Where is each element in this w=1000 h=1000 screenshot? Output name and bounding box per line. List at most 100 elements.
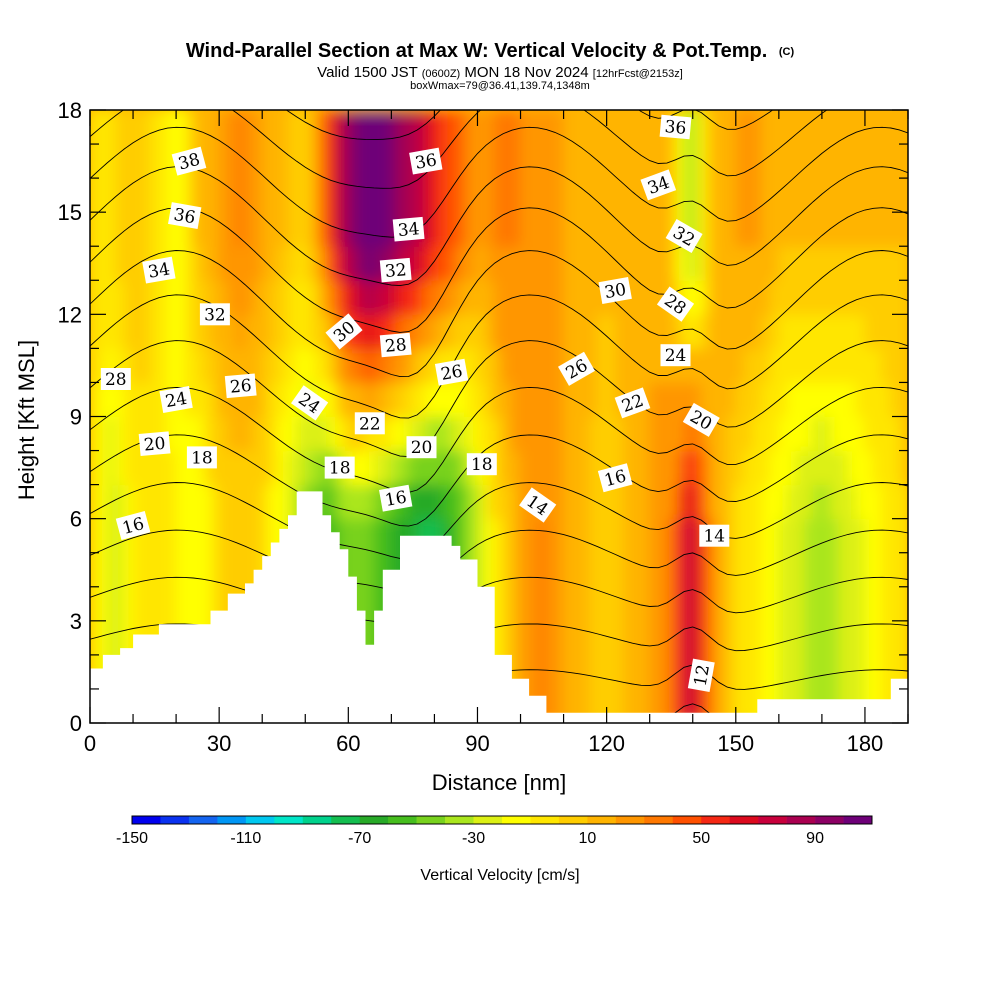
velocity-cell <box>115 279 125 315</box>
velocity-cell <box>614 654 625 690</box>
velocity-cell <box>864 586 875 622</box>
velocity-cell <box>158 110 168 145</box>
contour-label-text: 18 <box>191 448 213 468</box>
velocity-cell <box>881 313 892 349</box>
velocity-cell <box>90 484 100 520</box>
velocity-cell <box>821 245 832 281</box>
velocity-cell <box>761 416 771 452</box>
y-tick-label: 18 <box>58 98 82 123</box>
velocity-cell <box>864 313 875 349</box>
velocity-cell <box>864 245 875 281</box>
velocity-cell <box>649 279 659 315</box>
velocity-cell <box>657 552 668 588</box>
velocity-cell <box>855 211 866 247</box>
velocity-cell <box>838 552 849 588</box>
velocity-cell <box>847 143 857 179</box>
velocity-cell <box>631 518 642 554</box>
velocity-cell <box>752 484 763 520</box>
velocity-cell <box>166 143 177 179</box>
velocity-cell <box>545 313 556 349</box>
theta-contour <box>90 576 908 626</box>
velocity-cell <box>623 110 633 145</box>
velocity-cell <box>873 552 883 588</box>
velocity-cell <box>494 484 504 520</box>
velocity-cell <box>614 177 625 213</box>
velocity-cell <box>520 518 530 554</box>
velocity-cell <box>365 211 375 247</box>
velocity-cell <box>554 211 565 247</box>
velocity-cell <box>347 381 358 417</box>
chart-title: Wind-Parallel Section at Max W: Vertical… <box>186 40 795 62</box>
velocity-cell <box>769 313 780 349</box>
velocity-cell <box>709 143 720 179</box>
velocity-cell <box>321 347 332 383</box>
velocity-cell <box>864 381 875 417</box>
velocity-cell <box>588 450 599 486</box>
velocity-cell <box>700 381 711 417</box>
velocity-cell <box>735 484 745 520</box>
velocity-cell <box>339 211 349 247</box>
velocity-cell <box>166 313 177 349</box>
velocity-cell <box>709 688 720 723</box>
velocity-cell <box>718 620 728 656</box>
velocity-cell <box>545 245 556 281</box>
velocity-cell <box>278 416 289 452</box>
velocity-cell <box>90 245 100 281</box>
velocity-cell <box>657 620 668 656</box>
contour-label-box <box>324 456 355 479</box>
velocity-cell <box>218 211 229 247</box>
velocity-cell <box>304 279 315 315</box>
velocity-cell <box>528 245 539 281</box>
velocity-cell <box>235 416 246 452</box>
velocity-cell <box>709 211 720 247</box>
velocity-cell <box>769 552 780 588</box>
velocity-cell <box>408 416 418 452</box>
velocity-cell <box>115 620 125 656</box>
colorbar-swatch <box>672 816 702 824</box>
velocity-cell <box>537 245 547 281</box>
velocity-cell <box>812 518 823 554</box>
velocity-cell <box>520 279 530 315</box>
velocity-cell <box>106 518 117 554</box>
velocity-cell <box>718 688 728 723</box>
velocity-cell <box>442 416 453 452</box>
velocity-cell <box>132 313 143 349</box>
velocity-cell <box>623 654 633 690</box>
velocity-cell <box>709 484 720 520</box>
contour-label-box <box>597 463 633 493</box>
velocity-cell <box>537 110 547 145</box>
velocity-cell <box>631 211 642 247</box>
velocity-cell <box>451 245 461 281</box>
velocity-cell <box>545 416 556 452</box>
velocity-cell <box>890 586 900 622</box>
velocity-cell <box>761 586 771 622</box>
velocity-cell <box>365 279 375 315</box>
velocity-cell <box>537 586 547 622</box>
velocity-cell <box>287 245 298 281</box>
velocity-cell <box>778 313 788 349</box>
velocity-cell <box>365 518 375 554</box>
velocity-cell <box>261 313 272 349</box>
velocity-cell <box>321 211 332 247</box>
velocity-cell <box>649 416 659 452</box>
velocity-cell <box>425 518 435 554</box>
velocity-cell <box>726 245 737 281</box>
velocity-cell <box>537 381 547 417</box>
velocity-cell <box>675 518 685 554</box>
velocity-cell <box>330 484 341 520</box>
velocity-cell <box>166 450 177 486</box>
velocity-cell <box>356 110 367 145</box>
velocity-cell <box>201 313 212 349</box>
velocity-cell <box>511 211 522 247</box>
theta-contour <box>90 340 908 458</box>
velocity-cell <box>743 143 754 179</box>
velocity-cell <box>347 552 358 588</box>
velocity-cell <box>606 484 616 520</box>
velocity-cell <box>554 381 565 417</box>
contour-label: 32 <box>379 257 412 283</box>
velocity-cell <box>649 654 659 690</box>
velocity-cell <box>373 484 384 520</box>
velocity-cell <box>476 177 487 213</box>
velocity-cell <box>278 110 289 145</box>
velocity-cell <box>752 313 763 349</box>
